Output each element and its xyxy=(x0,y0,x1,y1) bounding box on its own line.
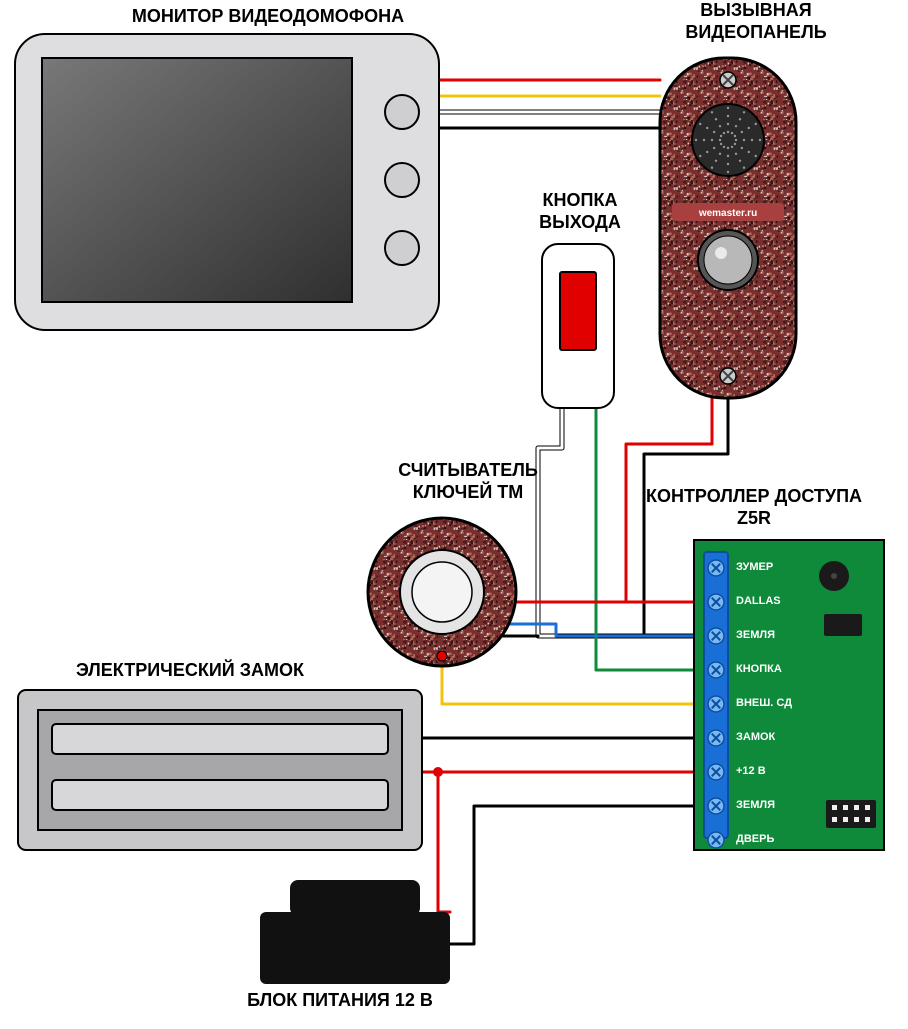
terminal-label: ДВЕРЬ xyxy=(736,833,774,845)
call-panel: wemaster.ru xyxy=(660,58,796,398)
electric-lock xyxy=(18,690,422,850)
monitor-button-0 xyxy=(385,95,419,129)
call-button-icon xyxy=(704,236,752,284)
component-label: ЭЛЕКТРИЧЕСКИЙ ЗАМОК xyxy=(40,660,340,682)
component-label: ВЫЗЫВНАЯВИДЕОПАНЕЛЬ xyxy=(616,0,896,43)
component-label: СЧИТЫВАТЕЛЬКЛЮЧЕЙ TM xyxy=(358,460,578,503)
monitor xyxy=(15,34,439,330)
component-label: КНОПКАВЫХОДА xyxy=(510,190,650,233)
terminal-label: ЗУМЕР xyxy=(736,561,773,573)
brand-label: wemaster.ru xyxy=(698,208,757,219)
controller xyxy=(694,540,884,850)
wire xyxy=(596,408,704,670)
exit-red-button xyxy=(560,272,596,350)
monitor-button-2 xyxy=(385,231,419,265)
component-label: МОНИТОР ВИДЕОДОМОФОНА xyxy=(98,6,438,28)
key-reader xyxy=(368,518,516,666)
terminal-label: ЗАМОК xyxy=(736,731,775,743)
component-label: БЛОК ПИТАНИЯ 12 В xyxy=(210,990,470,1012)
terminal-label: DALLAS xyxy=(736,595,781,607)
chip-icon xyxy=(824,614,862,636)
terminal-label: ЗЕМЛЯ xyxy=(736,799,775,811)
monitor-screen xyxy=(42,58,352,302)
wire xyxy=(442,666,704,704)
terminal-label: ЗЕМЛЯ xyxy=(736,629,775,641)
pin-header-icon xyxy=(826,800,876,828)
power-supply xyxy=(260,880,450,984)
component-label: КОНТРОЛЛЕР ДОСТУПАZ5R xyxy=(604,486,904,529)
terminal-label: +12 В xyxy=(736,765,766,777)
terminal-label: ВНЕШ. СД xyxy=(736,697,792,709)
monitor-button-1 xyxy=(385,163,419,197)
exit-button xyxy=(542,244,614,408)
wire xyxy=(450,806,704,944)
wire xyxy=(422,772,450,912)
terminal-label: КНОПКА xyxy=(736,663,782,675)
led-icon xyxy=(437,651,447,661)
